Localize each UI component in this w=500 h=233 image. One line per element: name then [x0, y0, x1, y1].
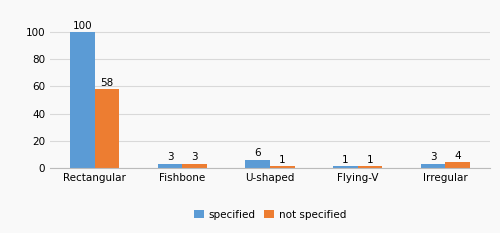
Bar — [182, 164, 207, 168]
Text: 1: 1 — [342, 155, 349, 165]
Text: 3: 3 — [430, 152, 436, 162]
Bar — [246, 160, 270, 168]
Bar — [94, 89, 119, 168]
Bar — [158, 164, 182, 168]
Bar — [270, 166, 294, 168]
Text: 6: 6 — [254, 148, 261, 158]
Text: 1: 1 — [366, 155, 374, 165]
Bar — [70, 32, 94, 168]
Bar — [358, 166, 382, 168]
Text: 100: 100 — [72, 21, 92, 31]
Text: 3: 3 — [191, 152, 198, 162]
Bar — [333, 166, 357, 168]
Text: 3: 3 — [166, 152, 173, 162]
Text: 58: 58 — [100, 78, 114, 88]
Bar — [446, 162, 470, 168]
Text: 1: 1 — [279, 155, 285, 165]
Legend: specified, not specified: specified, not specified — [190, 206, 350, 224]
Bar — [421, 164, 446, 168]
Text: 4: 4 — [454, 151, 461, 161]
